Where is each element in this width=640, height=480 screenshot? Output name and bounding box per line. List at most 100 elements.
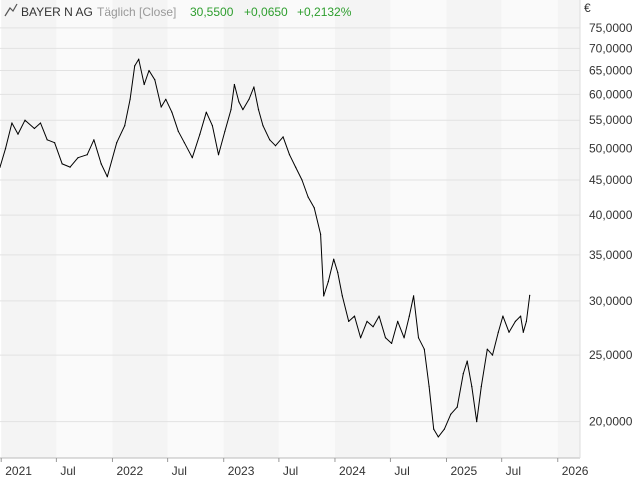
price-point bbox=[520, 315, 522, 317]
price-point bbox=[443, 428, 445, 430]
price-point bbox=[353, 315, 356, 317]
price-point bbox=[508, 331, 510, 333]
price-point bbox=[313, 207, 315, 209]
x-tick-label: 2023 bbox=[228, 464, 255, 478]
price-point bbox=[69, 166, 71, 168]
price-point bbox=[93, 139, 95, 141]
price-point bbox=[148, 69, 150, 72]
price-point bbox=[437, 436, 439, 438]
y-tick-label: 30,0000 bbox=[589, 294, 633, 308]
price-point bbox=[514, 320, 517, 322]
price-point bbox=[462, 373, 464, 375]
price-change: +0,0650 bbox=[244, 5, 288, 19]
price-point bbox=[230, 109, 232, 111]
period-band bbox=[334, 0, 391, 458]
price-point bbox=[269, 139, 271, 141]
price-point bbox=[191, 157, 193, 159]
price-point bbox=[360, 337, 362, 339]
price-point bbox=[372, 326, 374, 328]
price-point bbox=[116, 142, 118, 144]
price-point bbox=[224, 130, 226, 132]
gridlines bbox=[0, 27, 580, 423]
y-tick-label: 65,0000 bbox=[589, 63, 633, 77]
period-band bbox=[167, 0, 224, 458]
period-band bbox=[390, 0, 447, 458]
y-tick-label: 55,0000 bbox=[589, 113, 633, 127]
price-change-percent: +0,2132% bbox=[297, 5, 352, 19]
period-band bbox=[557, 0, 580, 458]
price-point bbox=[433, 428, 435, 430]
price-point bbox=[348, 320, 350, 322]
price-point bbox=[384, 337, 387, 339]
price-point bbox=[124, 125, 126, 127]
x-tick-label: 2024 bbox=[339, 464, 366, 478]
x-tick-label: Jul bbox=[506, 464, 521, 478]
y-tick-label: 25,0000 bbox=[589, 348, 633, 362]
line-chart-icon bbox=[4, 3, 18, 17]
price-point bbox=[100, 163, 102, 165]
price-point bbox=[46, 139, 48, 141]
price-point bbox=[257, 109, 260, 111]
price-point bbox=[33, 127, 36, 130]
price-point bbox=[134, 65, 136, 67]
price-point bbox=[391, 342, 393, 344]
price-point bbox=[417, 337, 420, 339]
period-band bbox=[278, 0, 335, 458]
chart-header: BAYER N AG Täglich [Close] 30,5500 +0,06… bbox=[4, 1, 591, 19]
price-point bbox=[233, 83, 235, 86]
price-point bbox=[160, 106, 162, 108]
period-band bbox=[56, 0, 113, 458]
price-point bbox=[288, 154, 291, 156]
price-point bbox=[138, 58, 140, 60]
x-tick-label: 2026 bbox=[562, 464, 589, 478]
price-point bbox=[77, 157, 79, 159]
x-tick-label: Jul bbox=[172, 464, 187, 478]
price-point bbox=[238, 101, 240, 103]
price-point bbox=[491, 354, 494, 356]
series-layer bbox=[0, 58, 531, 438]
x-tick-label: Jul bbox=[60, 464, 75, 478]
price-point bbox=[333, 258, 335, 260]
price-point bbox=[39, 122, 42, 124]
price-line bbox=[0, 58, 531, 438]
x-tick-label: 2022 bbox=[116, 464, 143, 478]
x-tick-labels: 2021 Jul 2022 Jul 2023 Jul 2024 Jul 2025 Jul 2026 bbox=[0, 458, 589, 478]
y-tick-label: 70,0000 bbox=[589, 41, 633, 55]
period-band bbox=[112, 0, 168, 458]
y-tick-label: 20,0000 bbox=[589, 415, 633, 429]
price-point bbox=[466, 360, 468, 362]
price-point bbox=[274, 145, 277, 147]
price-point bbox=[171, 111, 173, 113]
price-point bbox=[378, 315, 380, 317]
price-point bbox=[320, 233, 322, 235]
period-band bbox=[446, 0, 502, 458]
price-point bbox=[248, 98, 250, 100]
price-point bbox=[154, 79, 156, 81]
price-point bbox=[450, 413, 452, 415]
price-point bbox=[17, 133, 19, 135]
price-point bbox=[522, 331, 524, 333]
price-point bbox=[262, 125, 264, 127]
price-point bbox=[282, 136, 284, 138]
x-tick-label: Jul bbox=[283, 464, 298, 478]
price-point bbox=[486, 348, 488, 350]
y-tick-label: 50,0000 bbox=[589, 142, 633, 156]
x-tick-label: Jul bbox=[394, 464, 409, 478]
y-tick-label: 40,0000 bbox=[589, 208, 633, 222]
x-tick-label: 2021 bbox=[5, 464, 32, 478]
price-point bbox=[295, 166, 297, 168]
y-tick-labels: 20,0000 25,0000 30,0000 35,0000 40,0000 45,00… bbox=[589, 21, 633, 429]
last-price: 30,5500 bbox=[190, 5, 234, 19]
price-point bbox=[408, 315, 410, 317]
y-tick-label: 75,0000 bbox=[589, 21, 633, 35]
price-point bbox=[525, 320, 528, 322]
period-band bbox=[223, 0, 279, 458]
price-point bbox=[471, 385, 473, 388]
price-point bbox=[106, 176, 108, 178]
price-point bbox=[397, 320, 399, 322]
period-band bbox=[1, 0, 57, 458]
price-point bbox=[403, 337, 405, 339]
price-point bbox=[217, 154, 220, 156]
